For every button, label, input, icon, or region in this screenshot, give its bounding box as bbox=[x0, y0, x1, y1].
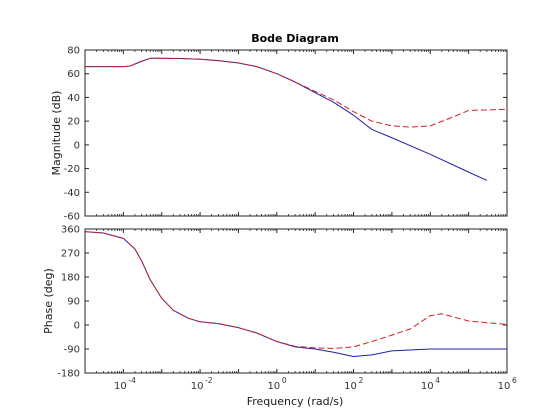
magnitude-ytick-label-1: 60 bbox=[67, 69, 80, 80]
phase-ytick-label-1: 270 bbox=[61, 249, 80, 260]
phase-lines bbox=[84, 231, 508, 357]
magnitude-panel: 80 60 40 20 0 -20 -40 -60 Magnitude (dB) bbox=[50, 46, 508, 223]
x-tick-exponent-5: 6 bbox=[512, 376, 517, 385]
phase-ylabel: Phase (deg) bbox=[42, 268, 55, 334]
x-tick-exponent-0: -4 bbox=[128, 376, 136, 385]
x-axis-label: Frequency (rad/s) bbox=[247, 395, 344, 408]
magnitude-ytick-label-0: 80 bbox=[67, 46, 80, 57]
x-tick-label-5: 10 bbox=[498, 381, 511, 392]
x-tick-label-3: 10 bbox=[344, 381, 357, 392]
magnitude-ytick-label-5: -20 bbox=[64, 164, 80, 175]
magnitude-lines bbox=[85, 57, 508, 181]
phase-ytick-label-2: 180 bbox=[61, 273, 80, 284]
phase-series-dashed bbox=[84, 231, 508, 349]
chart-title: Bode Diagram bbox=[251, 32, 339, 45]
phase-ytick-label-0: 360 bbox=[61, 225, 80, 236]
magnitude-ytick-label-2: 40 bbox=[67, 93, 80, 104]
magnitude-ylabel: Magnitude (dB) bbox=[50, 91, 63, 176]
magnitude-series-solid bbox=[85, 57, 488, 181]
magnitude-ticks: 80 60 40 20 0 -20 -40 -60 bbox=[64, 46, 508, 223]
phase-ytick-label-4: 0 bbox=[74, 321, 80, 332]
magnitude-series-dashed bbox=[85, 57, 508, 128]
magnitude-ytick-label-4: 0 bbox=[74, 140, 80, 151]
x-tick-label-2: 10 bbox=[267, 381, 280, 392]
phase-ytick-label-3: 90 bbox=[67, 297, 80, 308]
x-tick-exponent-1: -2 bbox=[205, 376, 213, 385]
magnitude-axes-frame bbox=[84, 49, 508, 217]
x-tick-label-1: 10 bbox=[191, 381, 204, 392]
phase-axes-frame bbox=[84, 228, 508, 374]
x-tick-label-0: 10 bbox=[114, 381, 127, 392]
magnitude-ytick-label-3: 20 bbox=[67, 117, 80, 128]
magnitude-ytick-label-6: -40 bbox=[64, 188, 80, 199]
x-tick-exponent-3: 2 bbox=[359, 376, 364, 385]
phase-ytick-label-6: -180 bbox=[57, 369, 80, 380]
x-tick-exponent-2: 0 bbox=[282, 376, 287, 385]
phase-ticks: 360 270 180 90 0 -90 -180 bbox=[57, 225, 508, 380]
x-tick-exponent-4: 4 bbox=[435, 376, 440, 385]
magnitude-ytick-label-7: -60 bbox=[64, 212, 80, 223]
x-tick-label-4: 10 bbox=[421, 381, 434, 392]
phase-ytick-label-5: -90 bbox=[64, 345, 80, 356]
phase-panel: 360 270 180 90 0 -90 -180 Phase (deg) bbox=[42, 225, 508, 380]
phase-series-solid bbox=[84, 231, 507, 357]
